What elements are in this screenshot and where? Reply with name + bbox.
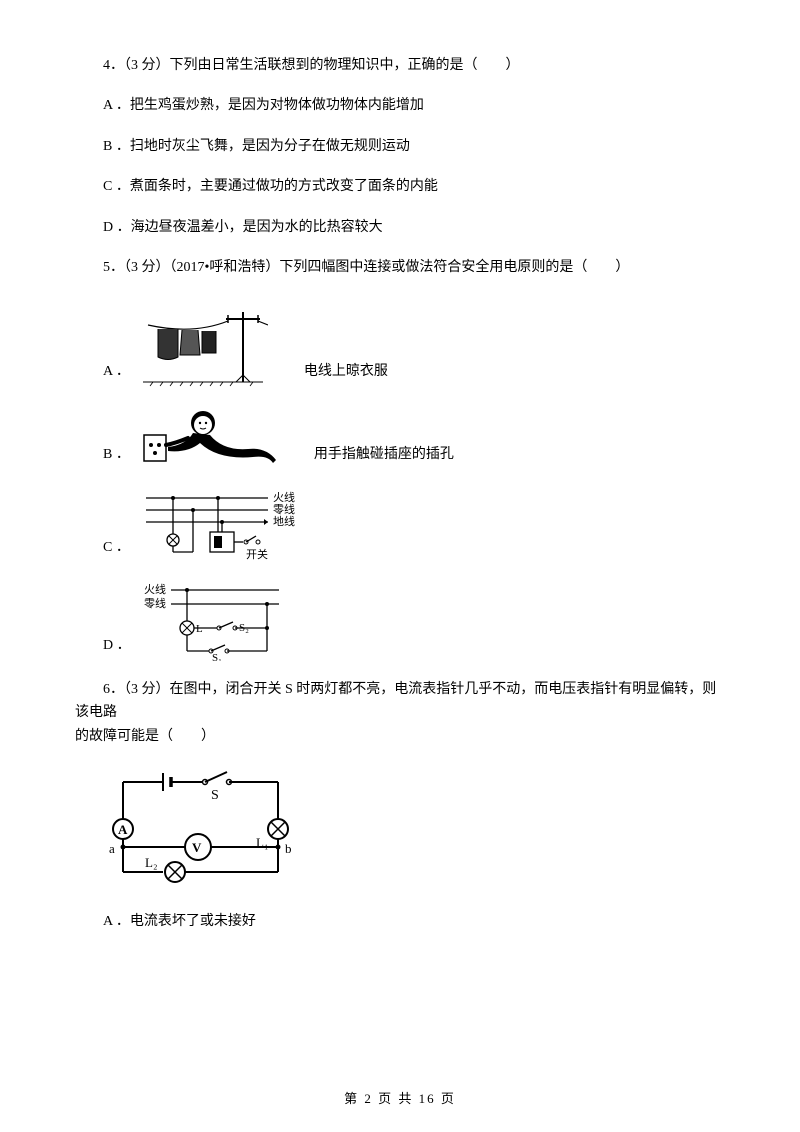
q4-option-c: C ．煮面条时，主要通过做功的方式改变了面条的内能 (75, 176, 725, 198)
q5c-letter: C ． (75, 537, 130, 563)
neutral-wire-label-d: 零线 (144, 596, 166, 610)
switch-label: 开关 (246, 547, 268, 561)
q6-stem2: 的故障可能是（ ） (75, 726, 725, 748)
q5a-caption: 电线上晾衣服 (276, 361, 388, 387)
lamp-label-d: L (196, 623, 203, 635)
node-b-label: b (285, 841, 292, 856)
q4-option-d: D ．海边昼夜温差小，是因为水的比热容较大 (75, 217, 725, 239)
q5-option-d: D ． 火线 零线 L (75, 581, 725, 661)
l2-label: L₂ (145, 855, 157, 870)
question-6: 6．（3 分）在图中，闭合开关 S 时两灯都不亮，电流表指针几乎不动，而电压表指… (75, 679, 725, 933)
q4-option-a: A ．把生鸡蛋炒熟，是因为对物体做功物体内能增加 (75, 95, 725, 117)
switch-s-label: S (211, 788, 219, 803)
q6-circuit-diagram: S L₁ A a b V (103, 767, 725, 887)
q5a-letter: A ． (75, 361, 130, 387)
voltmeter-label: V (192, 840, 202, 855)
q5-option-a: A ． 电线上晾衣服 (75, 307, 725, 387)
s1-label: S₁ (212, 652, 222, 661)
ground-wire-label: 地线 (273, 514, 295, 528)
clothes-on-wire-icon (138, 307, 268, 387)
q6-stem1: 6．（3 分）在图中，闭合开关 S 时两灯都不亮，电流表指针几乎不动，而电压表指… (75, 679, 725, 724)
node-a-label: a (109, 841, 115, 856)
q5b-letter: B ． (75, 444, 130, 470)
q4-stem: 4．（3 分）下列由日常生活联想到的物理知识中，正确的是（ ） (75, 55, 725, 77)
fire-wire-label: 火线 (273, 490, 295, 504)
neutral-wire-label: 零线 (273, 502, 295, 516)
q5-option-b: B ． 用手指触碰插座的插孔 (75, 405, 725, 470)
q5d-letter: D ． (75, 635, 131, 661)
question-5: 5．（3 分）（2017•呼和浩特）下列四幅图中连接或做法符合安全用电原则的是（… (75, 257, 725, 661)
q5-option-c: C ． 火线 零线 地线 (75, 488, 725, 563)
page-footer: 第 2 页 共 16 页 (0, 1089, 800, 1110)
q6-option-a: A ．电流表坏了或未接好 (75, 911, 725, 933)
fire-wire-label-d: 火线 (144, 582, 166, 596)
q5b-caption: 用手指触碰插座的插孔 (286, 444, 454, 470)
ammeter-label: A (118, 822, 128, 837)
finger-socket-icon (138, 405, 278, 470)
q5-stem: 5．（3 分）（2017•呼和浩特）下列四幅图中连接或做法符合安全用电原则的是（… (75, 257, 725, 279)
question-4: 4．（3 分）下列由日常生活联想到的物理知识中，正确的是（ ） A ．把生鸡蛋炒… (75, 55, 725, 239)
double-switch-circuit-icon: 火线 零线 L S₁ (139, 581, 289, 661)
q4-option-b: B ．扫地时灰尘飞舞，是因为分子在做无规则运动 (75, 136, 725, 158)
three-wire-circuit-icon: 火线 零线 地线 (138, 488, 313, 563)
